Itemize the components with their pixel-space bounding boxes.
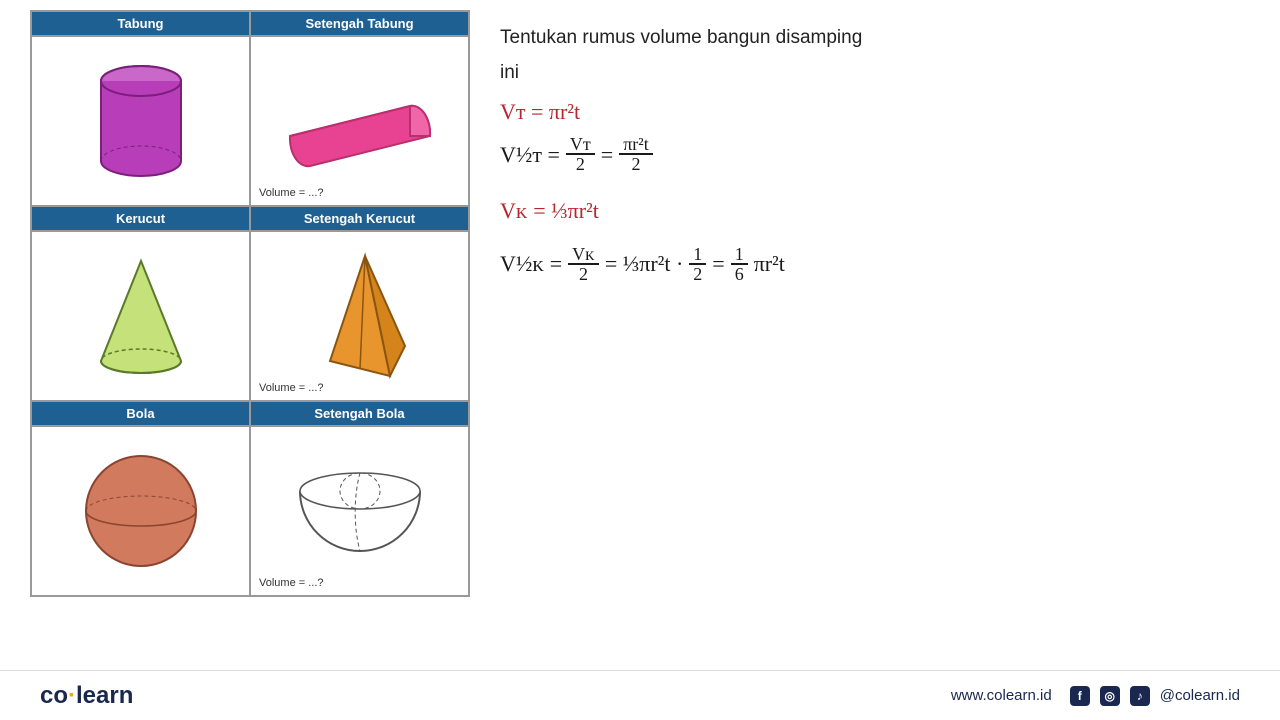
hw-vhk: V½ᴋ = Vᴋ 2 = ⅓πr²t · 1 2 = 1 6 πr²t xyxy=(500,245,1250,283)
question-line-1: Tentukan rumus volume bangun disamping xyxy=(500,25,1250,52)
header-setengah-tabung: Setengah Tabung xyxy=(250,11,469,36)
header-kerucut: Kerucut xyxy=(31,206,250,231)
hw-vhk-frac2: 1 2 xyxy=(689,245,706,283)
header-tabung: Tabung xyxy=(31,11,250,36)
right-content: Tentukan rumus volume bangun disamping i… xyxy=(500,10,1250,597)
shape-kerucut xyxy=(31,231,250,401)
hw-vht: V½ᴛ = Vᴛ 2 = πr²t 2 xyxy=(500,135,1250,173)
logo-learn: learn xyxy=(76,682,133,709)
social-handle: @colearn.id xyxy=(1160,687,1240,704)
logo-co: co xyxy=(40,682,68,709)
header-setengah-kerucut: Setengah Kerucut xyxy=(250,206,469,231)
hw-vhk-mid: = ⅓πr²t · xyxy=(605,246,683,281)
instagram-icon[interactable]: ◎ xyxy=(1100,686,1120,706)
shapes-table: Tabung Setengah Tabung Vol xyxy=(30,10,470,597)
logo-dot: · xyxy=(68,682,76,709)
volume-label-1: Volume = ...? xyxy=(259,187,324,199)
hw-vht-eq: = xyxy=(601,137,613,172)
hw-vht-frac1: Vᴛ 2 xyxy=(566,135,595,173)
shape-setengah-kerucut: Volume = ...? xyxy=(250,231,469,401)
question-line-2: ini xyxy=(500,60,1250,87)
hw-vhk-frac1: Vᴋ 2 xyxy=(568,245,599,283)
social-icons: f ◎ ♪ @colearn.id xyxy=(1070,686,1240,706)
volume-label-3: Volume = ...? xyxy=(259,577,324,589)
hw-vht-frac2: πr²t 2 xyxy=(619,135,652,173)
header-bola: Bola xyxy=(31,401,250,426)
shape-tabung xyxy=(31,36,250,206)
header-setengah-bola: Setengah Bola xyxy=(250,401,469,426)
hw-vhk-eq2: = xyxy=(712,246,724,281)
shape-setengah-bola: Volume = ...? xyxy=(250,426,469,596)
website-link[interactable]: www.colearn.id xyxy=(951,687,1052,704)
hw-vk: Vᴋ = ⅓πr²t xyxy=(500,193,1250,228)
shape-setengah-tabung: Volume = ...? xyxy=(250,36,469,206)
volume-label-2: Volume = ...? xyxy=(259,382,324,394)
hw-vhk-prefix: V½ᴋ = xyxy=(500,246,562,281)
footer-right: www.colearn.id f ◎ ♪ @colearn.id xyxy=(951,686,1240,706)
hw-vht-prefix: V½ᴛ = xyxy=(500,137,560,172)
shape-bola xyxy=(31,426,250,596)
hw-vhk-end: πr²t xyxy=(754,246,785,281)
facebook-icon[interactable]: f xyxy=(1070,686,1090,706)
hw-vt: Vᴛ = πr²t xyxy=(500,94,1250,129)
hw-vhk-frac3: 1 6 xyxy=(731,245,748,283)
logo: co·learn xyxy=(40,682,133,710)
tiktok-icon[interactable]: ♪ xyxy=(1130,686,1150,706)
footer: co·learn www.colearn.id f ◎ ♪ @colearn.i… xyxy=(0,670,1280,720)
